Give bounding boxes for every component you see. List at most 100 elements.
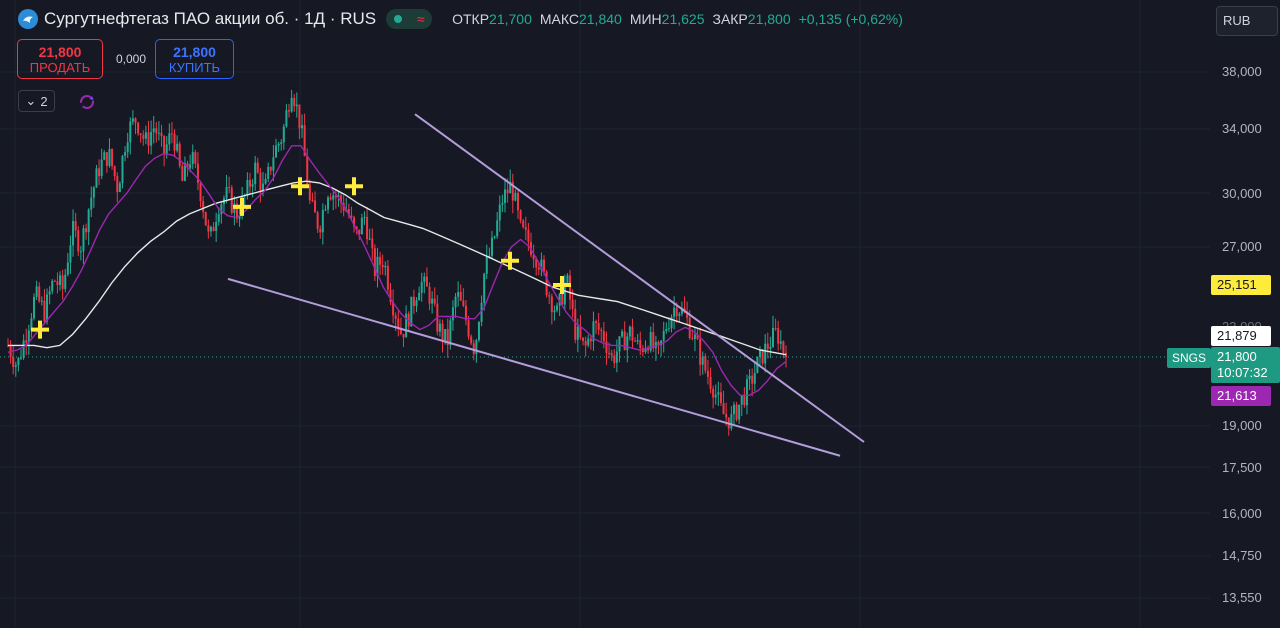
buy-button[interactable]: 21,800 КУПИТЬ: [155, 39, 234, 79]
candle-body: [483, 273, 486, 303]
candle-body: [459, 292, 462, 301]
candle-body: [498, 204, 501, 221]
candle-body: [397, 318, 400, 329]
candle-body: [196, 163, 199, 183]
candle-body: [324, 209, 327, 211]
candle-body: [691, 337, 694, 339]
trendline-resistance[interactable]: [414, 113, 865, 443]
candle-body: [168, 133, 171, 145]
symbol-title[interactable]: Сургутнефтегаз ПАО акции об. · 1Д · RUS: [44, 9, 377, 28]
candle-body: [704, 356, 707, 371]
trendline-support[interactable]: [227, 277, 841, 457]
candle-body: [423, 276, 426, 282]
candle-body: [137, 122, 140, 134]
candle-body: [230, 187, 233, 213]
candle-body: [431, 298, 434, 304]
candle-body: [602, 330, 605, 342]
candle-body: [85, 228, 88, 233]
candle-body: [350, 215, 353, 218]
candle-body: [51, 280, 54, 292]
ma-purple-price-tag: 21,613: [1211, 386, 1271, 406]
candle-body: [38, 286, 41, 302]
price-change: +0,135 (+0,62%): [798, 11, 903, 27]
spread-value: 0,000: [116, 52, 147, 66]
high-value: 21,840: [578, 11, 622, 27]
candle-body: [657, 341, 660, 346]
candle-body: [95, 168, 98, 188]
candle-body: [392, 301, 395, 316]
sync-icon[interactable]: [77, 92, 97, 112]
candle-body: [532, 255, 535, 260]
candle-body: [264, 178, 267, 184]
candle-body: [527, 229, 530, 242]
candle-body: [100, 159, 103, 177]
candle-body: [178, 143, 181, 166]
candle-body: [399, 328, 402, 335]
candle-body: [686, 312, 689, 318]
candle-body: [641, 348, 644, 352]
sell-button[interactable]: 21,800 ПРОДАТЬ: [17, 39, 103, 79]
candle-body: [472, 343, 475, 355]
candle-body: [454, 296, 457, 308]
candle-body: [467, 320, 470, 337]
candle-body: [493, 236, 496, 238]
ma-white-price-tag: 21,879: [1211, 326, 1271, 346]
candle-body: [735, 404, 738, 420]
candle-body: [181, 165, 184, 181]
market-open-dot-icon: [393, 15, 402, 23]
candle-body: [275, 145, 278, 158]
candle-body: [771, 327, 774, 347]
candle-body: [696, 334, 699, 340]
candle-body: [608, 352, 611, 354]
ohlc-values: ОТКР 21,700 МАКС 21,840 МИН 21,625 ЗАКР 21,8…: [444, 11, 903, 27]
candle-body: [379, 256, 382, 265]
candle-body: [722, 403, 725, 415]
chevron-down-icon: ⌄: [25, 93, 37, 108]
candle-body: [652, 332, 655, 349]
candle-body: [40, 300, 43, 302]
last-price-tag: 21,800 10:07:32: [1211, 347, 1280, 383]
candle-body: [61, 275, 64, 289]
candle-body: [522, 220, 525, 228]
candle-body: [597, 323, 600, 330]
candle-body: [277, 143, 280, 146]
currency-selector[interactable]: RUB: [1216, 6, 1278, 36]
candle-body: [79, 251, 82, 253]
candle-body: [662, 330, 665, 341]
candle-body: [386, 265, 389, 290]
candle-body: [706, 370, 709, 377]
axis-tick: 30,000: [1222, 186, 1262, 201]
candle-body: [290, 97, 293, 112]
candle-body: [366, 216, 369, 240]
candle-body: [77, 230, 80, 252]
indicators-collapse-button[interactable]: ⌄ 2: [18, 90, 55, 112]
candle-body: [516, 192, 519, 211]
candle-body: [90, 197, 93, 210]
candle-body: [738, 404, 741, 420]
candle-body: [592, 321, 595, 342]
axis-tick: 34,000: [1222, 121, 1262, 136]
candle-body: [582, 337, 585, 342]
candle-body: [332, 195, 335, 200]
candle-body: [470, 336, 473, 344]
candle-body: [761, 349, 764, 364]
candle-body: [225, 186, 228, 199]
market-status-badge[interactable]: ≈: [386, 9, 433, 29]
candle-body: [170, 133, 173, 135]
candle-body: [126, 142, 129, 153]
candle-body: [475, 340, 478, 355]
candle-body: [699, 339, 702, 365]
candle-body: [306, 156, 309, 185]
axis-tick: 38,000: [1222, 64, 1262, 79]
candle-body: [418, 292, 421, 301]
candle-body: [139, 133, 142, 135]
candle-body: [191, 152, 194, 165]
candle-body: [665, 329, 668, 331]
candle-body: [566, 275, 569, 283]
candle-body: [714, 394, 717, 398]
candle-body: [451, 307, 454, 321]
candle-body: [108, 148, 111, 166]
candle-body: [282, 126, 285, 143]
candle-body: [680, 308, 683, 314]
